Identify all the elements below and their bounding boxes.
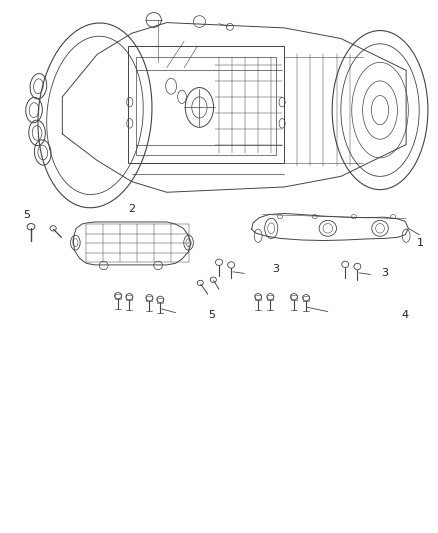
Bar [267,295,273,301]
Bar [291,295,297,301]
Bar [126,295,132,301]
Bar [136,57,276,155]
Bar [303,296,309,302]
Text: 3: 3 [272,264,279,274]
Bar [115,294,121,300]
Bar [127,46,284,163]
Text: 4: 4 [402,310,409,320]
Text: 2: 2 [128,204,135,214]
Text: 1: 1 [417,238,424,248]
Bar [255,295,261,301]
Bar [146,296,152,302]
Text: 5: 5 [23,209,30,220]
Text: 3: 3 [381,268,388,278]
Bar [157,298,163,303]
Text: 5: 5 [208,310,215,320]
